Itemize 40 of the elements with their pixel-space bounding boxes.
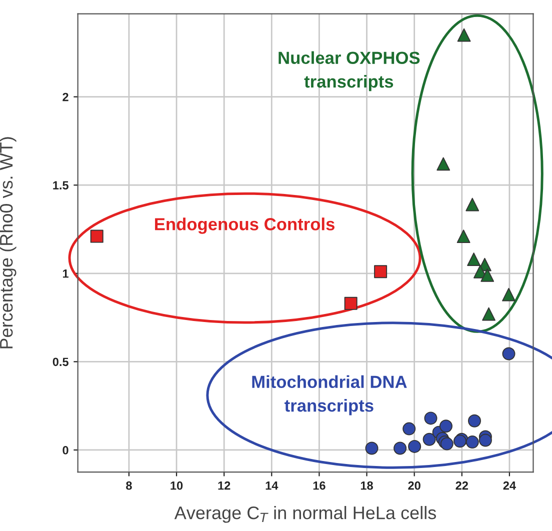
point: [466, 436, 479, 449]
point: [502, 288, 516, 302]
y-tick-label: 0.5: [52, 358, 68, 366]
point: [402, 422, 416, 436]
x-tick-label: 8: [126, 481, 132, 490]
x-tick-label: 24: [503, 481, 516, 490]
point: [480, 268, 494, 282]
point: [436, 157, 450, 171]
point: [408, 440, 422, 453]
point: [365, 442, 378, 455]
x-axis-title: Average C$_{T}$ in normal HeLa cells: [174, 506, 436, 523]
point: [468, 414, 481, 428]
point: [90, 230, 104, 243]
x-tick-label: 18: [360, 481, 373, 490]
point: [502, 347, 516, 360]
point: [466, 198, 480, 212]
point: [422, 432, 436, 446]
point: [344, 296, 358, 310]
x-tick-label: 12: [218, 481, 230, 490]
x-tick-label: 20: [408, 481, 420, 490]
y-tick-label: 0: [62, 446, 68, 454]
annotation: Nuclear OXPHOS transcripts: [278, 51, 420, 92]
point: [394, 442, 407, 455]
point: [374, 265, 388, 278]
point: [482, 307, 496, 321]
x-tick-label: 10: [170, 481, 183, 490]
point: [456, 230, 470, 244]
point: [424, 412, 438, 425]
y-tick-label: 1: [62, 270, 68, 278]
point: [457, 28, 471, 42]
x-tick-label: 14: [266, 482, 278, 490]
x-tick-label: 16: [313, 481, 326, 490]
y-tick-label: 2: [62, 92, 68, 102]
annotation: Mitochondrial DNA transcripts: [252, 375, 407, 416]
point: [439, 420, 452, 433]
point: [467, 252, 480, 266]
y-tick-label: 1.5: [53, 181, 68, 190]
annotation: Endogenous Controls: [155, 218, 334, 234]
point: [478, 434, 492, 447]
x-tick-label: 22: [456, 481, 468, 490]
